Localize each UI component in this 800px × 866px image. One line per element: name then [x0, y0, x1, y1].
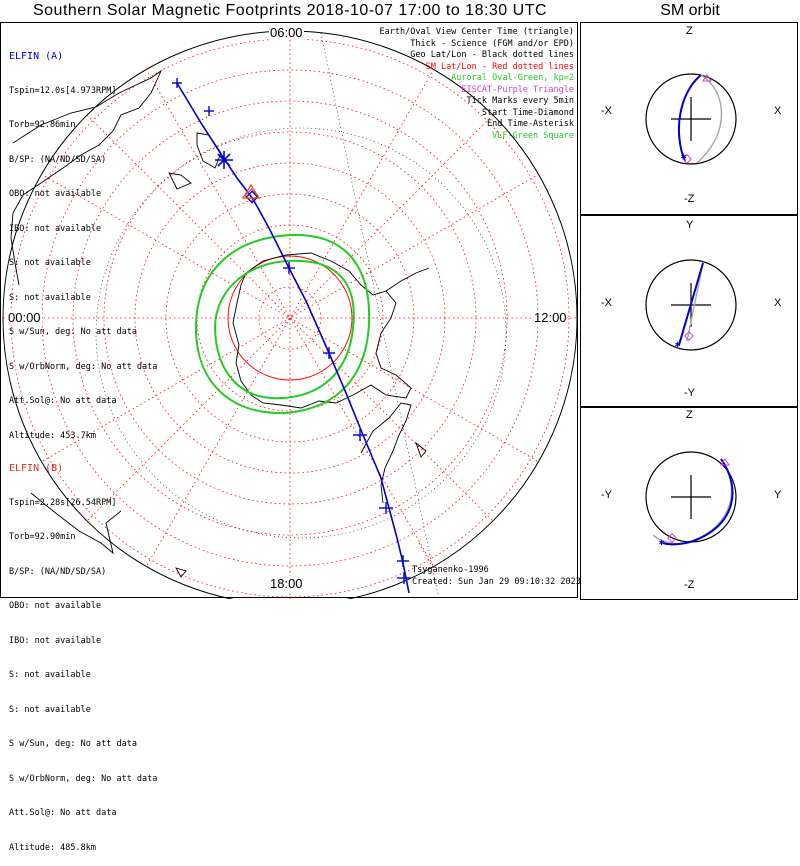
time-label-bottom: 18:00: [269, 576, 304, 591]
orbit-yz-bottom: -Z: [684, 579, 695, 591]
legend-item: Earth/Oval View Center Time (triangle): [379, 27, 574, 37]
orbit-yz-top: Z: [686, 409, 693, 421]
legend-item: Tick Marks every 5min: [466, 96, 574, 106]
orbit-track: [176, 82, 410, 594]
orbit-xz-left: -X: [601, 105, 612, 117]
africa-outline: [30, 492, 122, 555]
elfin-a-line: Torb=92.86min: [9, 120, 76, 130]
elfin-a-line: B/SP: (NA/ND/SD/SA): [9, 154, 107, 165]
legend-item: Thick - Science (FGM and/or EPD): [410, 38, 574, 49]
orbit-xz-top: Z: [686, 25, 693, 37]
elfin-b-line: IBO: not available: [9, 635, 102, 646]
elfin-a-line: S w/OrbNorm, deg: No att data: [9, 361, 158, 372]
elfin-a-line: Att.Sol@: No att data: [9, 396, 117, 406]
elfin-b-line: OBO: not available: [9, 601, 102, 611]
legend-item: Start Time-Diamond: [481, 107, 574, 118]
elfin-a-line: S: not available: [9, 258, 91, 268]
created-label: Created: Sun Jan 29 09:10:32 2023: [412, 577, 581, 587]
legend-item: VLF-Green Square: [492, 130, 574, 141]
elfin-b-line: S: not available: [9, 670, 91, 680]
svg-text:✱: ✱: [681, 152, 687, 162]
time-label-left: 00:00: [7, 310, 42, 325]
australia-outline: [10, 69, 163, 286]
polar-map-svg: [2, 30, 578, 599]
orbit-xz-right: X: [774, 105, 782, 117]
svg-text:✱: ✱: [659, 538, 665, 548]
elfin-a-info: ELFIN (A) Tspin=12.0s[4.973RPM] Torb=92.…: [9, 28, 157, 454]
legend-item: End Time-Asterisk: [487, 119, 574, 129]
orbit-panel-yz: ✱ Z -Z -Y Y: [580, 406, 798, 600]
antarctica-outline: [232, 252, 412, 409]
svg-text:✱: ✱: [675, 340, 681, 350]
south-america-outline: [360, 402, 412, 504]
elfin-b-line: B/SP: (NA/ND/SD/SA): [9, 566, 107, 577]
orbit-xy-left: -X: [601, 297, 612, 309]
elfin-a-line: Altitude: 453.7km: [9, 430, 96, 441]
end-time-asterisk: [215, 151, 233, 169]
map-legend: Earth/Oval View Center Time (triangle) T…: [380, 27, 574, 142]
elfin-b-line: S w/OrbNorm, deg: No att data: [9, 773, 158, 784]
orbit-xy-bottom: -Y: [684, 387, 695, 399]
orbit-yz-right: Y: [774, 489, 782, 501]
elfin-a-line: IBO: not available: [9, 223, 102, 234]
orbit-panel-xz: ✱ Z -Z -X X: [580, 22, 798, 216]
model-label: Tsyganenko-1996: [412, 565, 489, 575]
elfin-b-line: Altitude: 485.8km: [9, 842, 96, 853]
elfin-b-info: ELFIN (B) Tspin=2.28s[26.54RPM] Torb=92.…: [9, 440, 157, 866]
time-label-right: 12:00: [533, 310, 568, 325]
chart-title: Southern Solar Magnetic Footprints 2018-…: [32, 2, 548, 19]
orbit-xz-bottom: -Z: [684, 193, 695, 205]
geo-grid: [95, 32, 507, 599]
elfin-a-line: S w/Sun, deg: No att data: [9, 327, 137, 337]
legend-item: SM Lat/Lon - Red dotted lines: [425, 61, 574, 72]
elfin-a-line: Tspin=12.0s[4.973RPM]: [9, 85, 117, 96]
elfin-a-name: ELFIN (A): [9, 51, 64, 62]
orbit-xy-top: Y: [686, 219, 694, 231]
legend-item: Auroral Oval-Green, kp=2: [451, 73, 574, 83]
sm-lon-lines: [3, 31, 577, 599]
time-label-top: 06:00: [269, 25, 304, 40]
elfin-b-line: S: not available: [9, 704, 91, 715]
legend-item: EISCAT-Purple Triangle: [461, 84, 574, 95]
elfin-b-line: Att.Sol@: No att data: [9, 808, 117, 818]
polar-map: 06:00 18:00 00:00 12:00: [0, 22, 578, 599]
auroral-oval: [194, 233, 371, 415]
legend-item: Geo Lat/Lon - Black dotted lines: [410, 50, 574, 60]
elfin-b-line: Torb=92.90min: [9, 532, 76, 542]
continent-outlines: [10, 69, 430, 578]
orbit-panel-xy: ✱ Y -Y -X X: [580, 214, 798, 408]
view-center-triangle: [241, 183, 261, 199]
orbit-panel-title: SM orbit: [660, 2, 720, 19]
orbit-tick-marks: [172, 78, 411, 584]
elfin-a-line: S: not available: [9, 292, 91, 303]
elfin-b-line: S w/Sun, deg: No att data: [9, 739, 137, 749]
elfin-a-line: OBO: not available: [9, 189, 102, 199]
elfin-b-line: Tspin=2.28s[26.54RPM]: [9, 497, 117, 508]
start-time-diamond: [244, 188, 259, 204]
elfin-b-name: ELFIN (B): [9, 463, 64, 474]
orbit-xy-right: X: [774, 297, 782, 309]
orbit-yz-left: -Y: [601, 489, 612, 501]
